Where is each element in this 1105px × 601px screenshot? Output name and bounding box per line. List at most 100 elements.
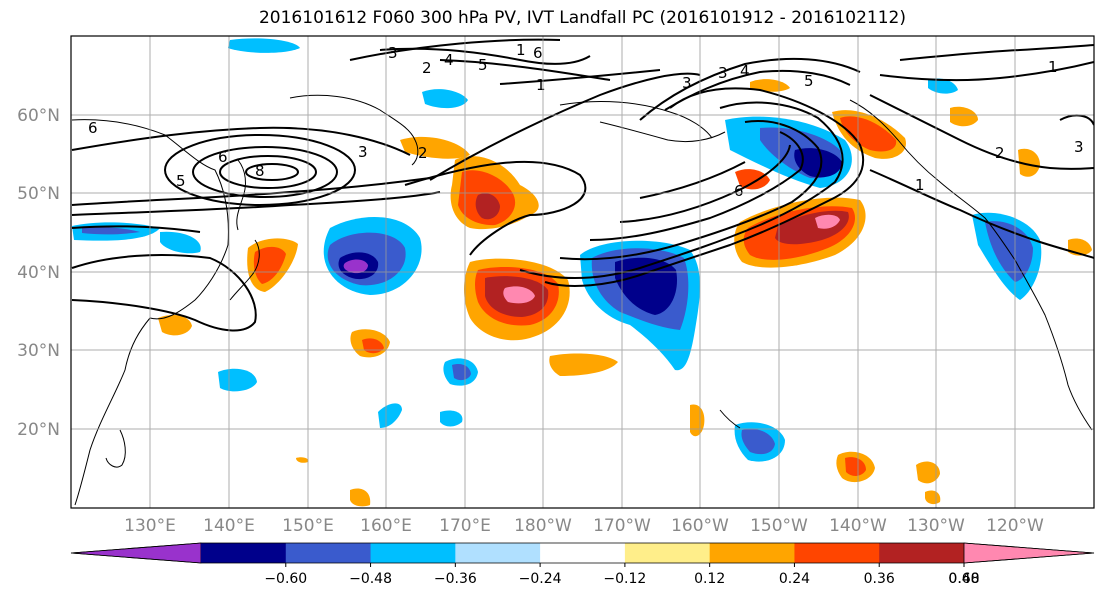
contour-label: 4: [740, 62, 750, 80]
contour-label: 2: [418, 144, 428, 162]
contour-label: 6: [88, 119, 98, 137]
lat-label: 60°N: [17, 106, 60, 126]
pv-contour: [429, 72, 701, 181]
anomaly-blob: [503, 286, 535, 304]
contour-label: 6: [734, 182, 744, 200]
colorbar-extend-high: [963, 542, 1095, 564]
pv-contour: [1059, 114, 1094, 126]
contour-label: 5: [478, 56, 488, 74]
colorbar-segment: [370, 543, 456, 563]
colorbar-outline: [70, 542, 1095, 564]
pv-contour: [869, 169, 1094, 259]
contour-label: 1: [915, 176, 925, 194]
colorbar-tick-label: 0.12: [694, 571, 725, 587]
pv-contour: [519, 101, 844, 279]
contour-label: 3: [388, 44, 398, 62]
lon-label: 150°W: [750, 516, 808, 536]
anomaly-blob: [452, 364, 471, 381]
anomaly-blob: [440, 410, 463, 427]
pv-contour: [192, 146, 338, 198]
gridlines: [71, 36, 1094, 508]
latitude-labels: 60°N 50°N 40°N 30°N 20°N: [17, 106, 60, 440]
lon-label: 180°W: [514, 516, 572, 536]
lat-label: 40°N: [17, 263, 60, 283]
anomaly-fields: 6 5 6 8 3 2 4 5 1 6 1 2 3 3 3 4 5 6 1 2 …: [71, 36, 1094, 508]
contour-label: 6: [533, 44, 543, 62]
lon-label: 160°E: [360, 516, 412, 536]
colorbar-tick-label: −0.12: [603, 571, 646, 587]
anomaly-blob: [350, 488, 371, 507]
pv-contour: [164, 134, 356, 206]
anomaly-blob: [950, 106, 978, 127]
colorbar-tick-label: −0.36: [434, 571, 477, 587]
coastlines: [71, 94, 1093, 506]
coastline: [599, 121, 726, 143]
lon-label: 170°E: [439, 516, 491, 536]
anomaly-blob: [82, 227, 140, 235]
colorbar-segments: [70, 542, 1095, 564]
lon-label: 140°W: [829, 516, 887, 536]
anomaly-blob: [158, 314, 192, 336]
pv-contour: [71, 254, 257, 332]
lon-label: 160°W: [671, 516, 729, 536]
anomaly-blob: [815, 214, 840, 229]
contour-label: 2: [422, 59, 432, 77]
lon-label: 130°E: [124, 516, 176, 536]
map-frame: [70, 35, 1095, 509]
lat-label: 20°N: [17, 420, 60, 440]
lon-label: 130°W: [907, 516, 965, 536]
anomaly-blob: [160, 231, 201, 254]
pv-contour: [219, 155, 317, 189]
pv-contours: [71, 38, 1094, 332]
lon-label: 150°E: [282, 516, 334, 536]
anomaly-blob: [916, 461, 940, 484]
pv-contour: [559, 120, 823, 261]
colorbar-extend-low: [70, 542, 202, 564]
contour-label: 1: [516, 41, 526, 59]
anomaly-blob: [378, 403, 402, 428]
pv-contour: [245, 163, 299, 181]
colorbar-segment: [624, 543, 711, 563]
colorbar-segment: [455, 543, 541, 563]
contour-label: 5: [176, 172, 186, 190]
longitude-labels: 130°E 140°E 150°E 160°E 170°E 180°W 170°…: [124, 516, 1044, 536]
lon-label: 140°E: [203, 516, 255, 536]
anomaly-blob: [343, 259, 368, 274]
pv-contour: [589, 131, 804, 241]
colorbar-segment: [709, 543, 795, 563]
pv-contour: [544, 87, 865, 287]
coastline: [105, 429, 126, 468]
contour-label: 3: [1074, 138, 1084, 156]
contour-label: 5: [804, 72, 814, 90]
anomaly-blob: [218, 368, 257, 392]
colorbar-tick-label: −0.60: [264, 571, 307, 587]
anomaly-blob: [794, 148, 842, 178]
pv-contour: [879, 61, 1094, 82]
plot-title: 2016101612 F060 300 hPa PV, IVT Landfall…: [258, 8, 906, 28]
colorbar-tick-label: −0.48: [349, 571, 392, 587]
contour-label: 1: [1048, 58, 1058, 76]
anomaly-blob: [1018, 148, 1040, 177]
contour-label: 3: [682, 74, 692, 92]
coastline: [229, 239, 260, 301]
colorbar-tick-label: 0.24: [779, 571, 810, 587]
anomaly-blob: [549, 353, 618, 376]
pv-contour: [899, 44, 1094, 61]
contour-label: 3: [718, 64, 728, 82]
pv-contour: [619, 144, 791, 223]
coastline: [71, 119, 229, 506]
colorbar-segment: [285, 543, 372, 563]
lat-label: 50°N: [17, 184, 60, 204]
pv-contour: [71, 126, 411, 156]
pv-contour: [71, 191, 441, 216]
contour-label: 1: [536, 76, 546, 94]
colorbar-tick-label: 0.36: [864, 571, 895, 587]
pv-contour: [379, 47, 591, 65]
anomaly-blob: [296, 457, 309, 463]
lat-label: 30°N: [17, 341, 60, 361]
contour-label: 3: [358, 143, 368, 161]
contour-label: 8: [255, 162, 265, 180]
pv-contour: [349, 38, 561, 61]
